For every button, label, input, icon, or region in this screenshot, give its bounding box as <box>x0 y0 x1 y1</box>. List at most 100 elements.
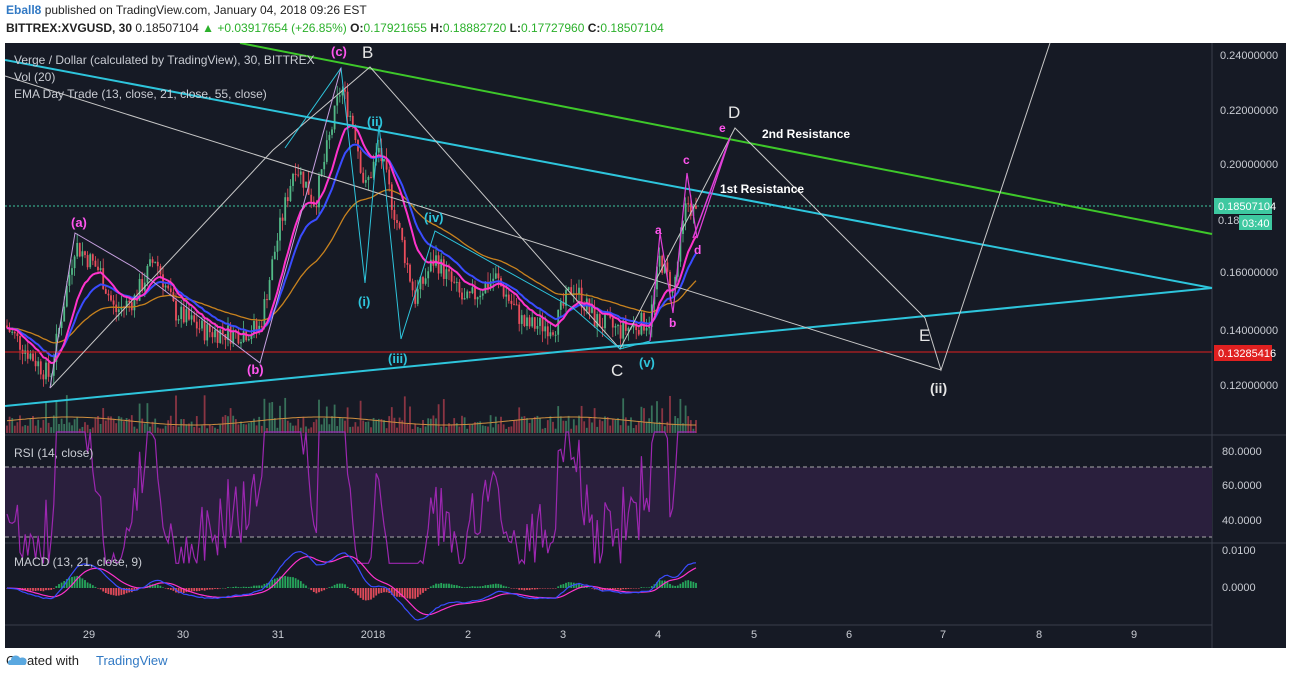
macd-histogram-bar <box>310 588 313 591</box>
candle-body <box>227 325 229 341</box>
volume-bar <box>419 428 422 433</box>
candle-body <box>190 315 193 320</box>
legend-vol[interactable]: Vol (20) <box>14 70 55 84</box>
legend-macd[interactable]: MACD (13, 21, close, 9) <box>14 555 142 569</box>
candle-body <box>188 309 190 320</box>
candle-body <box>689 203 692 216</box>
volume-bar <box>16 422 19 433</box>
candle-body <box>377 147 380 153</box>
candle-body <box>666 262 669 272</box>
time-axis[interactable]: 29 30 31 2018 2 3 4 5 6 7 8 9 <box>83 629 1137 641</box>
macd-signal-line <box>6 555 697 616</box>
candle-body <box>635 323 638 331</box>
time-tick: 31 <box>272 629 284 641</box>
macd-histogram-bar <box>190 588 193 592</box>
macd-histogram-bar <box>94 586 97 588</box>
up-arrow-icon: ▲ <box>202 21 215 35</box>
macd-histogram-bar <box>645 587 648 588</box>
macd-histogram-bar <box>674 585 677 588</box>
volume-bar <box>245 424 248 433</box>
chart-area[interactable]: (a) (b) (c) B C D E (i) (ii) (iii) (iv) … <box>5 43 1286 648</box>
candle-body <box>128 300 131 303</box>
candle-body <box>549 332 552 337</box>
cyan-wave-line[interactable] <box>284 66 651 350</box>
volume-bar <box>125 418 128 433</box>
legend-title[interactable]: Verge / Dollar (calculated by TradingVie… <box>14 53 315 67</box>
candle-body <box>468 291 471 294</box>
candle-body <box>679 233 682 262</box>
macd-histogram-bar <box>120 588 123 595</box>
volume-bar <box>227 416 229 433</box>
candle-body <box>310 194 313 202</box>
candle-body <box>201 320 203 329</box>
candle-body <box>338 95 341 97</box>
volume-bar <box>588 417 591 433</box>
label-B: B <box>362 43 373 62</box>
macd-histogram-bar <box>60 582 63 588</box>
white-channel-line[interactable] <box>5 75 942 371</box>
volume-bar <box>284 397 287 433</box>
candle-body <box>367 176 370 181</box>
legend-rsi[interactable]: RSI (14, close) <box>14 446 93 460</box>
volume-bar <box>359 400 362 433</box>
volume-bar <box>570 428 573 433</box>
candle-body <box>258 325 261 330</box>
author-name[interactable]: Eball8 <box>6 3 42 17</box>
macd-histogram-bar <box>328 587 331 588</box>
magenta-wave-line[interactable] <box>649 137 731 342</box>
time-tick: 6 <box>846 629 852 641</box>
price-axis[interactable]: 0.24000000 0.22000000 0.20000000 0.16000… <box>1220 50 1278 392</box>
volume-bar <box>19 415 21 433</box>
macd-histogram-bar <box>318 588 320 593</box>
volume-bar <box>440 426 443 433</box>
candle-body <box>307 181 310 195</box>
macd-histogram-bar <box>598 588 601 591</box>
macd-histogram-bar <box>42 588 45 592</box>
tradingview-link[interactable]: TradingView <box>96 653 168 668</box>
candle-body <box>151 259 154 263</box>
green-resistance-line[interactable] <box>239 43 1213 235</box>
macd-axis[interactable]: 0.0100 0.0000 <box>1222 545 1256 594</box>
macd-histogram-bar <box>273 578 276 588</box>
abcde-wave-line[interactable] <box>49 43 1051 389</box>
label-i: (i) <box>358 294 370 309</box>
candle-body <box>637 330 640 335</box>
volume-bar <box>429 418 432 433</box>
macd-histogram-bar <box>325 588 328 589</box>
volume-bar <box>346 407 349 433</box>
candle-body <box>99 268 102 271</box>
candle-body <box>107 293 110 296</box>
candle-body <box>479 295 482 298</box>
macd-histogram-bar <box>476 586 479 588</box>
volume-bar <box>406 424 409 433</box>
volume-bar <box>323 418 326 433</box>
macd-histogram-bar <box>268 581 271 588</box>
upper-cyan-trendline[interactable] <box>5 59 1213 289</box>
time-tick: 29 <box>83 629 95 641</box>
macd-histogram-bar <box>474 586 476 588</box>
rsi-tick: 40.0000 <box>1222 515 1262 527</box>
volume-bar <box>162 428 164 433</box>
volume-bar <box>474 422 476 433</box>
macd-histogram-bar <box>580 585 583 588</box>
purple-wave-line[interactable] <box>49 67 342 389</box>
volume-bar <box>318 399 320 433</box>
candle-body <box>622 320 625 339</box>
price-tick: 0.14000000 <box>1220 325 1278 337</box>
macd-histogram-bar <box>429 586 432 588</box>
candle-body <box>604 314 606 329</box>
volume-bar <box>71 425 73 433</box>
lower-cyan-trendline[interactable] <box>5 287 1213 407</box>
volume-bar <box>294 425 297 433</box>
macd-histogram-bar <box>195 588 198 592</box>
macd-histogram-bar <box>203 588 206 591</box>
volume-bar <box>580 405 583 433</box>
macd-histogram-bar <box>536 588 539 590</box>
chart-svg[interactable]: (a) (b) (c) B C D E (i) (ii) (iii) (iv) … <box>5 43 1286 648</box>
volume-bar <box>635 425 638 433</box>
rsi-axis[interactable]: 80.0000 60.0000 40.0000 <box>1222 446 1262 527</box>
candle-body <box>271 259 274 281</box>
label-e: e <box>719 121 726 135</box>
macd-histogram-bar <box>37 588 40 591</box>
legend-ema[interactable]: EMA Day Trade (13, close, 21, close, 55,… <box>14 87 267 101</box>
